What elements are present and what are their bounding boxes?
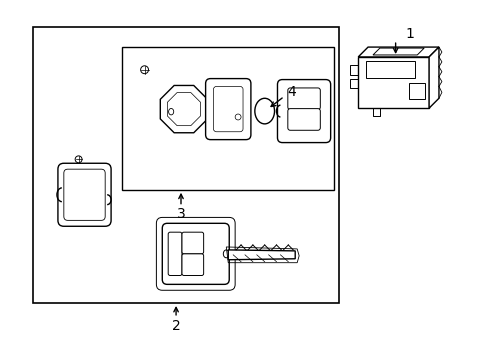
- Ellipse shape: [75, 156, 82, 163]
- Bar: [349, 78, 358, 89]
- FancyBboxPatch shape: [287, 88, 320, 109]
- FancyBboxPatch shape: [58, 163, 111, 226]
- Ellipse shape: [235, 114, 241, 120]
- Text: 1: 1: [405, 27, 413, 41]
- FancyBboxPatch shape: [205, 78, 250, 140]
- Bar: [358, 57, 428, 108]
- Ellipse shape: [254, 98, 274, 124]
- Bar: [366, 61, 414, 78]
- Bar: [349, 65, 358, 75]
- Text: 2: 2: [171, 319, 180, 333]
- Ellipse shape: [223, 250, 229, 258]
- Bar: [408, 82, 424, 99]
- Polygon shape: [358, 47, 438, 57]
- Ellipse shape: [168, 108, 173, 115]
- Polygon shape: [372, 48, 423, 55]
- FancyBboxPatch shape: [287, 109, 320, 130]
- FancyBboxPatch shape: [168, 232, 182, 275]
- Ellipse shape: [141, 66, 148, 74]
- Polygon shape: [228, 250, 295, 260]
- FancyBboxPatch shape: [182, 254, 203, 275]
- Bar: [33, 27, 338, 303]
- Text: 4: 4: [287, 85, 295, 99]
- Polygon shape: [428, 47, 438, 108]
- Text: 3: 3: [176, 207, 185, 221]
- Polygon shape: [160, 85, 207, 133]
- Bar: [122, 47, 333, 190]
- FancyBboxPatch shape: [162, 223, 229, 284]
- FancyBboxPatch shape: [277, 80, 330, 143]
- FancyBboxPatch shape: [182, 232, 203, 254]
